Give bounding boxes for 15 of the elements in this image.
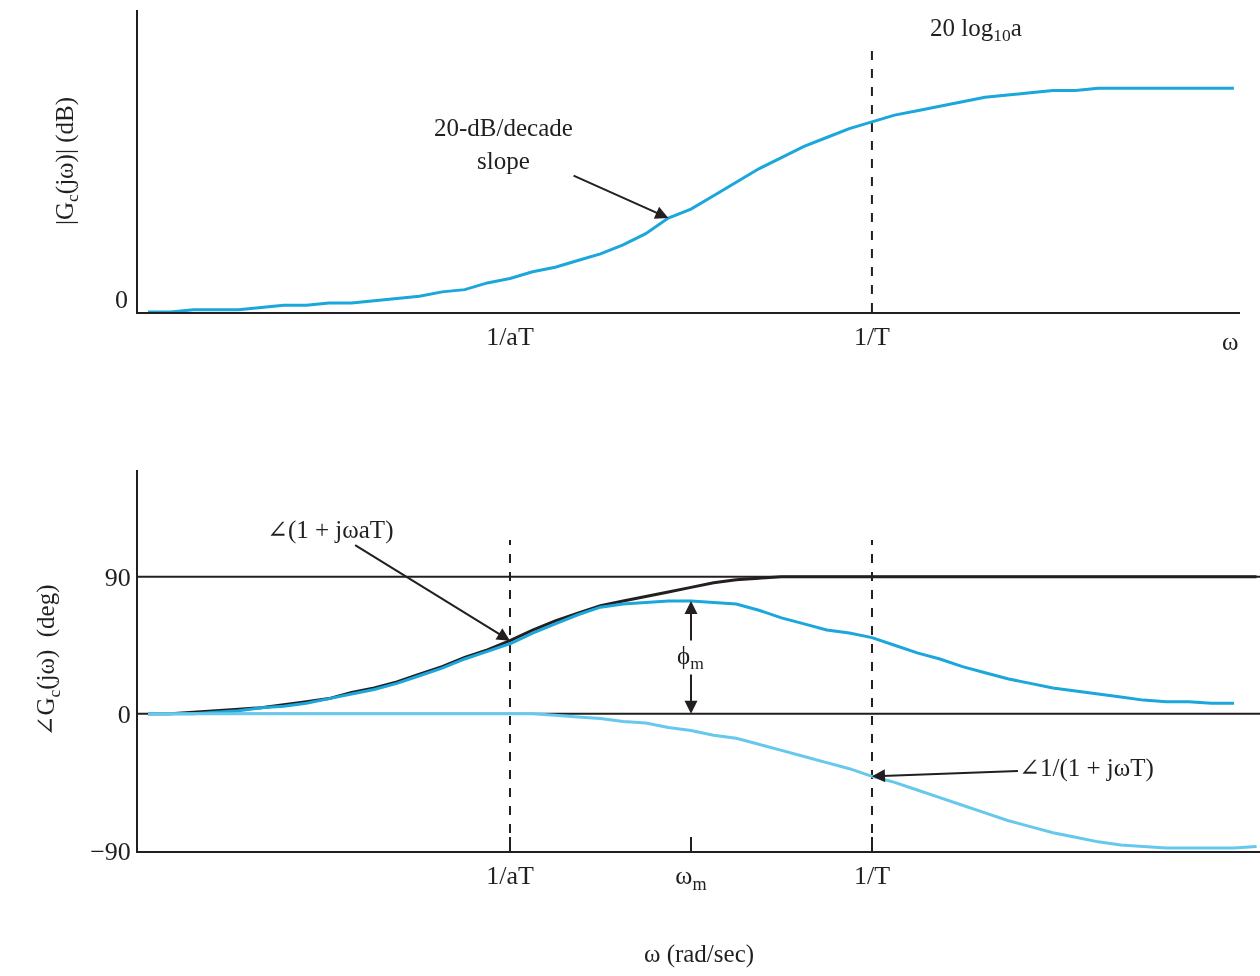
x-axis-title: ω (rad/sec) xyxy=(643,940,755,969)
x-axis-title: ω xyxy=(1222,328,1239,355)
y-tick-label: 90 xyxy=(104,562,131,592)
annotation: ϕ$_{m}$ xyxy=(677,642,705,674)
x-tick-label: 1/T xyxy=(853,861,891,891)
annotation: 20-dB/decade slope xyxy=(434,114,573,174)
annotation: ∠1/(1 + jωT) xyxy=(1019,754,1154,782)
y-tick-label: −90 xyxy=(90,837,131,867)
annotation: ∠(1 + jωaT) xyxy=(267,516,394,544)
x-tick-label: 1/aT xyxy=(486,322,534,352)
x-tick-label: 1/T xyxy=(853,322,891,352)
x-tick-label: 1/aT xyxy=(486,861,534,891)
x-tick-label: ω$_{m}$ xyxy=(675,861,707,894)
text: 20 log$_{10}$a xyxy=(930,14,1022,46)
y-tick-label: 0 xyxy=(117,699,131,729)
